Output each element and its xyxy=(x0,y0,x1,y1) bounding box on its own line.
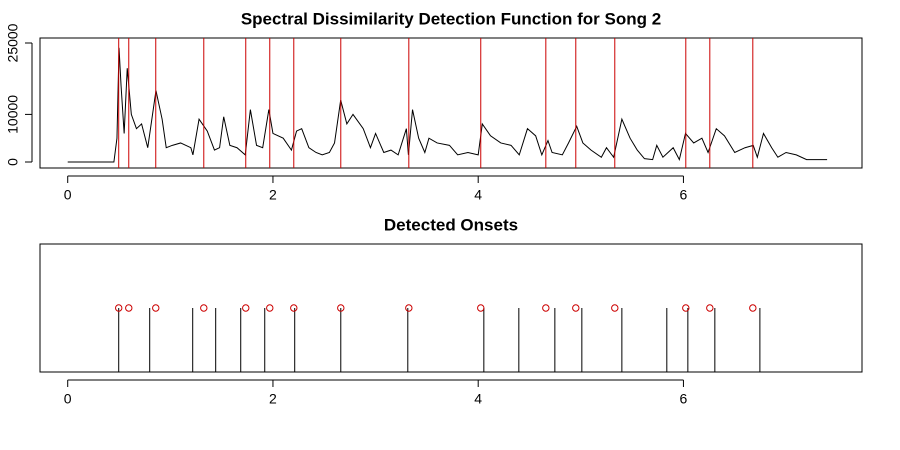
detection-line xyxy=(67,47,828,163)
onset-point xyxy=(115,304,123,312)
x-tick-label: 6 xyxy=(680,187,688,203)
onset-point xyxy=(572,304,580,312)
x-tick-label: 4 xyxy=(474,391,482,407)
y-tick-label: 10000 xyxy=(5,95,21,134)
x-tick-label: 4 xyxy=(474,187,482,203)
x-tick-label: 0 xyxy=(64,391,72,407)
onset-point xyxy=(242,304,250,312)
plot-frame xyxy=(39,243,863,373)
y-tick-label: 25000 xyxy=(5,23,21,62)
onset-point xyxy=(542,304,550,312)
onset-point xyxy=(200,304,208,312)
onset-point xyxy=(611,304,619,312)
onset-point xyxy=(682,304,690,312)
onset-point xyxy=(125,304,133,312)
x-tick-label: 2 xyxy=(269,391,277,407)
x-tick-label: 2 xyxy=(269,187,277,203)
chart-title: Spectral Dissimilarity Detection Functio… xyxy=(241,9,661,28)
onset-point xyxy=(152,304,160,312)
x-tick-label: 0 xyxy=(64,187,72,203)
plot-frame xyxy=(39,37,863,169)
chart-title: Detected Onsets xyxy=(384,215,518,234)
onset-point xyxy=(290,304,298,312)
onset-point xyxy=(749,304,757,312)
y-tick-label: 0 xyxy=(5,158,21,166)
onset-point xyxy=(477,304,485,312)
onset-point xyxy=(706,304,714,312)
x-tick-label: 6 xyxy=(680,391,688,407)
onset-point xyxy=(266,304,274,312)
onset-point xyxy=(337,304,345,312)
onset-point xyxy=(405,304,413,312)
